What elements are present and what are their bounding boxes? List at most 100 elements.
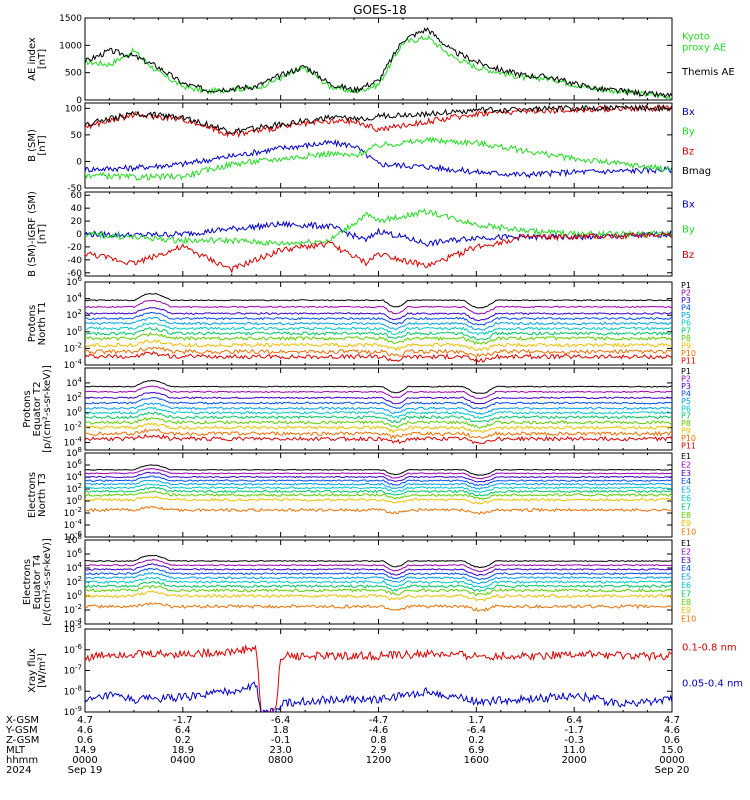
y-axis-label: ElectronsNorth T3 bbox=[27, 472, 48, 518]
channel-legend-entry: E9 bbox=[681, 519, 691, 528]
table-cell: -0.3 bbox=[564, 735, 584, 746]
channel-line bbox=[85, 572, 672, 585]
channel-legend-entry: P3 bbox=[681, 382, 691, 391]
channel-legend-entry: P9 bbox=[681, 341, 691, 350]
y-axis-label: ProtonsNorth T1 bbox=[27, 302, 48, 346]
table-cell: 0.6 bbox=[77, 735, 93, 746]
table-cell: 18.9 bbox=[172, 745, 194, 756]
table-cell: Sep 19 bbox=[68, 765, 103, 776]
channel-legend-entry: P2 bbox=[681, 374, 691, 383]
panel-bdiff: 60 40 20 0 -20 -40 -60 B (SM)-IGRF (SM)[nT] Bx By… bbox=[27, 191, 695, 279]
channel-legend-entry: P7 bbox=[681, 326, 691, 335]
channel-line bbox=[85, 406, 672, 420]
table-cell: 6.9 bbox=[468, 745, 484, 756]
y-tick-label: 102 bbox=[66, 482, 82, 495]
table-cell: 1600 bbox=[464, 755, 489, 766]
channel-line bbox=[85, 316, 672, 331]
channel-legend-entry: P10 bbox=[681, 349, 696, 358]
table-cell: 0000 bbox=[659, 755, 684, 766]
table-row-label: hhmm bbox=[6, 755, 38, 766]
y-tick-label: 0 bbox=[76, 157, 82, 167]
y-tick-label: 100 bbox=[66, 589, 82, 602]
channel-line bbox=[85, 567, 672, 581]
y-tick-label: 20 bbox=[71, 217, 83, 227]
channel-legend-entry: E7 bbox=[681, 502, 691, 511]
channel-line bbox=[85, 580, 672, 593]
y-axis-label: B (SM)-IGRF (SM)[nT] bbox=[27, 191, 48, 277]
y-tick-label: 108 bbox=[66, 533, 82, 546]
table-cell: 2000 bbox=[561, 755, 586, 766]
channel-legend-entry: E7 bbox=[681, 589, 691, 598]
series-line bbox=[85, 208, 672, 247]
y-tick-label: 10-4 bbox=[64, 518, 83, 531]
y-tick-label: 0 bbox=[76, 96, 82, 106]
channel-line bbox=[85, 467, 672, 480]
series-line bbox=[85, 231, 672, 274]
channel-legend-entry: E2 bbox=[681, 460, 691, 469]
channel-legend-entry: P8 bbox=[681, 334, 691, 343]
channel-line bbox=[85, 486, 672, 497]
bottom-table: X-GSMY-GSMZ-GSMMLThhmm20244.74.60.614.90… bbox=[5, 715, 689, 776]
panel-xray: 10-5 10-6 10-7 10-8 10-9 Xray flux[W/m²] 0.1-0… bbox=[27, 622, 743, 718]
table-cell: -6.4 bbox=[271, 715, 291, 726]
table-cell: 1.8 bbox=[273, 725, 289, 736]
channel-legend-entry: P8 bbox=[681, 419, 691, 428]
table-cell: 0.8 bbox=[371, 735, 387, 746]
table-cell: 4.7 bbox=[664, 715, 680, 726]
legend-entry: Themis AE bbox=[681, 67, 735, 78]
channel-legend-entry: P6 bbox=[681, 319, 691, 328]
table-row-label: MLT bbox=[6, 745, 26, 756]
table-cell: -4.6 bbox=[369, 725, 389, 736]
y-tick-label: 106 bbox=[66, 547, 82, 560]
legend-entry: Bx bbox=[682, 107, 695, 118]
y-axis-label: Xray flux[W/m²] bbox=[27, 648, 48, 693]
series-line bbox=[85, 138, 672, 179]
channel-line bbox=[85, 416, 672, 429]
channel-legend-entry: P6 bbox=[681, 404, 691, 413]
channel-line bbox=[85, 327, 672, 341]
y-tick-label: 50 bbox=[71, 131, 83, 141]
table-cell: 0.2 bbox=[175, 735, 191, 746]
y-tick-label: -60 bbox=[67, 269, 82, 279]
y-tick-label: 102 bbox=[66, 391, 82, 404]
table-cell: Sep 20 bbox=[655, 765, 690, 776]
y-tick-label: 100 bbox=[66, 325, 82, 338]
legend-entry: By bbox=[682, 225, 695, 236]
channel-legend-entry: P3 bbox=[681, 296, 691, 305]
channel-line bbox=[85, 411, 672, 424]
legend-entry: Kyoto proxy AE bbox=[682, 31, 726, 53]
y-tick-label: 10-2 bbox=[64, 603, 82, 616]
y-tick-label: 104 bbox=[66, 470, 82, 483]
channel-line bbox=[85, 496, 672, 505]
panel-frame bbox=[84, 539, 673, 625]
y-tick-label: 10-7 bbox=[64, 664, 82, 677]
series-line bbox=[85, 136, 672, 181]
y-tick-label: 10-2 bbox=[64, 421, 82, 434]
channel-legend-entry: P5 bbox=[681, 397, 691, 406]
table-cell: -1.7 bbox=[173, 715, 193, 726]
table-cell: 1.7 bbox=[468, 715, 484, 726]
table-cell: 1200 bbox=[366, 755, 391, 766]
channel-legend-entry: P9 bbox=[681, 427, 691, 436]
channel-legend-entry: P10 bbox=[681, 434, 696, 443]
y-tick-label: 10-6 bbox=[64, 530, 83, 543]
channel-legend-entry: P5 bbox=[681, 311, 691, 320]
legend-entry: 0.05-0.4 nm bbox=[682, 679, 743, 690]
channel-legend-entry: P1 bbox=[681, 281, 691, 290]
channel-legend-entry: E5 bbox=[681, 486, 691, 495]
y-tick-label: -20 bbox=[67, 243, 82, 253]
y-tick-label: 0 bbox=[76, 230, 82, 240]
y-tick-label: 500 bbox=[65, 69, 82, 79]
table-cell: -4.7 bbox=[369, 715, 389, 726]
channel-line bbox=[85, 422, 672, 434]
channel-legend-entry: P4 bbox=[681, 389, 691, 398]
table-cell: 4.6 bbox=[664, 725, 680, 736]
channel-line bbox=[85, 475, 672, 487]
channel-line bbox=[85, 554, 672, 569]
y-tick-label: 1500 bbox=[59, 14, 82, 24]
panel-ae: 1500 1000 500 0 AE index[nT] Kyoto proxy AE The… bbox=[27, 14, 735, 106]
table-cell: -1.7 bbox=[564, 725, 584, 736]
